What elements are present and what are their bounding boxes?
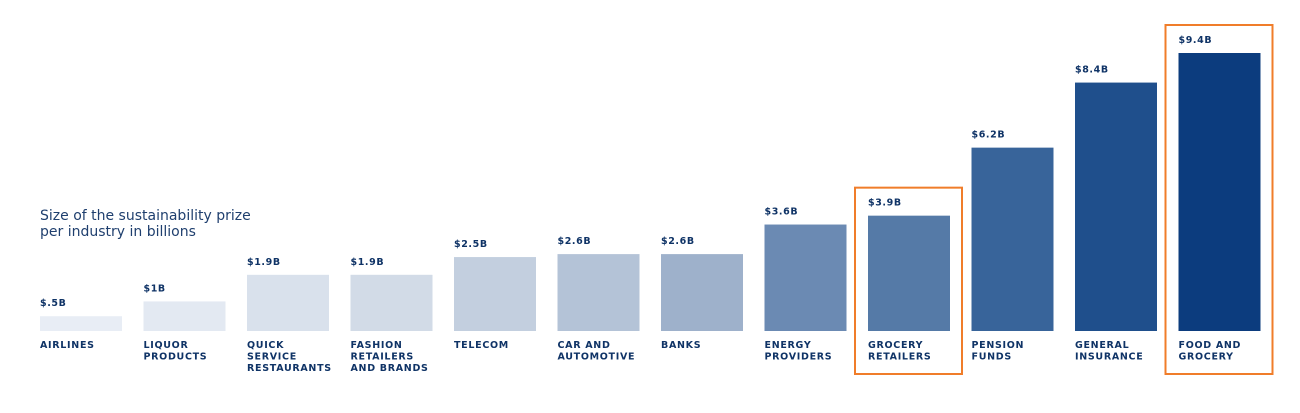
category-label-line: FASHION	[351, 340, 403, 351]
category-label-line: RETAILERS	[868, 352, 931, 363]
bar-quick-service-restaurants	[247, 274, 329, 331]
category-label-line: AUTOMOTIVE	[558, 352, 636, 363]
bar-car-and-automotive	[557, 254, 640, 331]
value-label: $8.4B	[1075, 65, 1109, 76]
category-label-line: GENERAL	[1075, 340, 1129, 351]
value-label: $1B	[144, 283, 166, 294]
category-label: FOOD AND GROCERY	[1179, 340, 1242, 363]
value-label: $2.6B	[558, 236, 592, 247]
category-label-line: PENSION	[972, 340, 1025, 351]
bar-fashion-retailers-and-brands	[350, 274, 433, 331]
bar-general-insurance	[1075, 82, 1157, 332]
value-label: $1.9B	[351, 257, 385, 268]
category-label-line: QUICK	[247, 340, 284, 351]
bar-telecom	[454, 257, 536, 331]
category-label: ENERGY PROVIDERS	[765, 340, 833, 363]
category-label-line: RETAILERS	[351, 352, 414, 363]
category-label: CAR AND AUTOMOTIVE	[558, 340, 636, 363]
category-label: PENSION FUNDS	[972, 340, 1025, 363]
value-label: $1.9B	[247, 257, 281, 268]
chart-title-line-1: Size of the sustainability prize	[40, 208, 251, 224]
highlight-box-grocery-retailers	[854, 186, 963, 375]
category-label-line: PRODUCTS	[144, 352, 208, 363]
category-label-line: ENERGY	[765, 340, 812, 351]
value-label: $3.9B	[868, 198, 902, 209]
category-label-line: FUNDS	[972, 352, 1012, 363]
bar-energy-providers	[764, 224, 847, 331]
highlight-box-food-and-grocery	[1164, 24, 1274, 375]
category-label-line: BANKS	[661, 340, 701, 351]
category-label: LIQUOR PRODUCTS	[144, 340, 208, 363]
chart-title: Size of the sustainability prize per ind…	[40, 208, 251, 240]
bar-banks	[661, 254, 743, 331]
category-label-line: TELECOM	[454, 340, 509, 351]
bar-airlines	[40, 316, 122, 331]
category-label-line: FOOD AND	[1179, 340, 1242, 351]
chart-title-line-2: per industry in billions	[40, 224, 196, 240]
category-label: GENERAL INSURANCE	[1075, 340, 1143, 363]
value-label: $2.5B	[454, 239, 488, 250]
category-label: TELECOM	[454, 340, 509, 351]
category-label-line: CAR AND	[558, 340, 611, 351]
category-label-line: GROCERY	[1179, 352, 1234, 363]
bar-grocery-retailers	[868, 215, 950, 331]
bars-group	[40, 53, 1261, 332]
category-label-line: AIRLINES	[40, 340, 95, 351]
category-label: AIRLINES	[40, 340, 95, 351]
value-label: $3.6B	[765, 207, 799, 218]
value-labels-group: $.5B $1B $1.9B $1.9B $2.5B $2.6B $2.6B $3.6B $3.…	[40, 35, 1212, 309]
value-label: $6.2B	[972, 130, 1006, 141]
category-label-line: RESTAURANTS	[247, 363, 332, 374]
category-label: FASHION RETAILERS AND BRANDS	[351, 340, 429, 374]
category-label-line: GROCERY	[868, 340, 923, 351]
category-label: BANKS	[661, 340, 701, 351]
category-label-line: SERVICE	[247, 352, 297, 363]
bar-liquor-products	[143, 301, 226, 331]
category-label-line: PROVIDERS	[765, 352, 833, 363]
category-label-line: INSURANCE	[1075, 352, 1143, 363]
bar-pension-funds	[971, 147, 1054, 331]
value-label: $.5B	[40, 298, 66, 309]
value-label: $2.6B	[661, 236, 695, 247]
highlight-boxes-group	[854, 24, 1274, 375]
category-label-line: LIQUOR	[144, 340, 189, 351]
category-label-line: AND BRANDS	[351, 363, 429, 374]
bar-food-and-grocery	[1178, 53, 1261, 331]
category-label: GROCERY RETAILERS	[868, 340, 931, 363]
value-label: $9.4B	[1179, 35, 1213, 46]
category-label: QUICK SERVICE RESTAURANTS	[247, 340, 332, 374]
category-labels-group: AIRLINES LIQUOR PRODUCTS QUICK SERVICE RESTAU…	[40, 340, 1242, 374]
